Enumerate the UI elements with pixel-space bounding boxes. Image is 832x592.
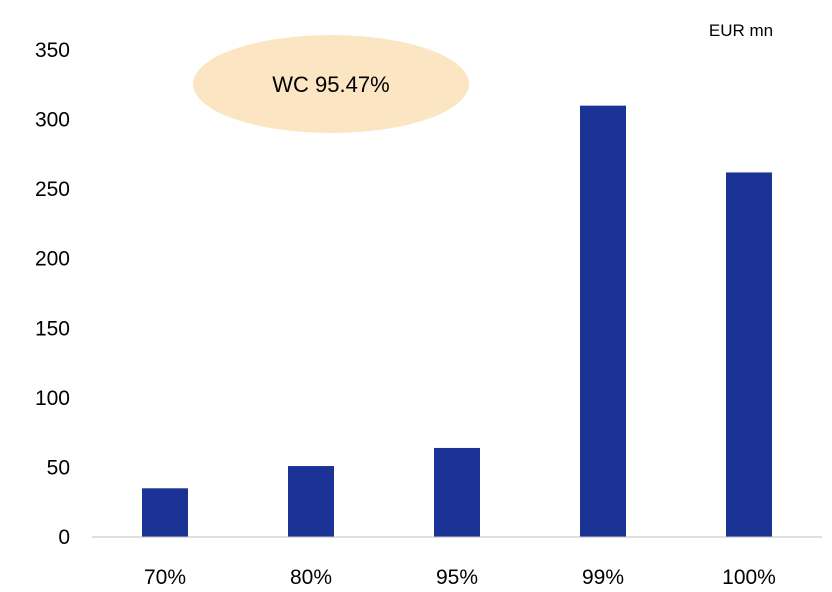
y-tick-label: 250	[35, 178, 70, 201]
y-tick-label: 300	[35, 109, 70, 132]
unit-label: EUR mn	[709, 21, 773, 40]
bars	[142, 105, 772, 538]
y-tick-label: 50	[47, 456, 70, 479]
bar	[434, 447, 480, 537]
y-axis-ticks: 0 50 100 150 200 250 300 350	[35, 39, 70, 549]
annotation-text: WC 95.47%	[272, 72, 389, 97]
bar	[288, 466, 334, 537]
bar	[726, 172, 772, 537]
y-tick-label: 0	[58, 526, 70, 549]
x-tick-label: 95%	[436, 566, 478, 589]
y-tick-label: 350	[35, 39, 70, 62]
annotation-ellipse	[193, 35, 469, 133]
bar	[142, 488, 188, 537]
x-tick-label: 100%	[722, 566, 776, 589]
y-tick-label: 200	[35, 248, 70, 271]
x-tick-label: 99%	[582, 566, 624, 589]
bar	[580, 105, 626, 538]
x-tick-label: 70%	[144, 566, 186, 589]
y-tick-label: 100	[35, 387, 70, 410]
y-tick-label: 150	[35, 317, 70, 340]
x-axis-ticks: 70% 80% 95% 99% 100%	[144, 566, 776, 589]
annotation: WC 95.47%	[193, 35, 469, 133]
x-tick-label: 80%	[290, 566, 332, 589]
